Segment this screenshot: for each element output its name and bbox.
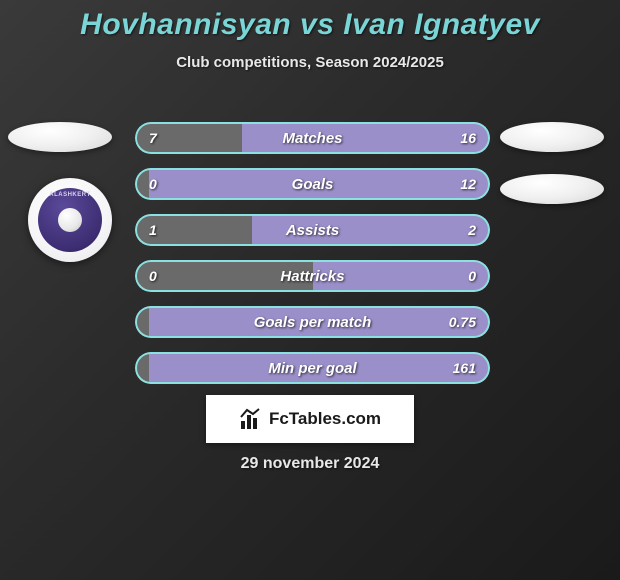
player-oval (500, 174, 604, 204)
stat-value-right: 16 (460, 122, 476, 154)
stat-value-right: 0 (468, 260, 476, 292)
branding-chart-icon (239, 407, 263, 431)
stat-label: Goals (135, 168, 490, 200)
club-badge: ALASHKERT (28, 178, 112, 262)
stat-value-right: 161 (453, 352, 476, 384)
stat-label: Hattricks (135, 260, 490, 292)
stats-container: 7Matches160Goals121Assists20Hattricks0Go… (135, 122, 490, 398)
stat-value-right: 12 (460, 168, 476, 200)
club-badge-text: ALASHKERT (49, 192, 91, 198)
stat-label: Min per goal (135, 352, 490, 384)
stat-row: 0Goals12 (135, 168, 490, 200)
page-title: Hovhannisyan vs Ivan Ignatyev (0, 0, 620, 42)
stat-row: 0Hattricks0 (135, 260, 490, 292)
branding-text: FcTables.com (269, 409, 381, 429)
club-badge-inner: ALASHKERT (38, 188, 102, 252)
subtitle: Club competitions, Season 2024/2025 (0, 54, 620, 71)
soccer-ball-icon (58, 208, 82, 232)
content-root: Hovhannisyan vs Ivan Ignatyev Club compe… (0, 0, 620, 580)
date-text: 29 november 2024 (0, 455, 620, 473)
stat-row: 7Matches16 (135, 122, 490, 154)
player-oval (8, 122, 112, 152)
stat-row: Goals per match0.75 (135, 306, 490, 338)
player-oval (500, 122, 604, 152)
stat-row: 1Assists2 (135, 214, 490, 246)
stat-label: Goals per match (135, 306, 490, 338)
stat-value-right: 2 (468, 214, 476, 246)
stat-value-right: 0.75 (449, 306, 476, 338)
stat-label: Assists (135, 214, 490, 246)
stat-row: Min per goal161 (135, 352, 490, 384)
stat-label: Matches (135, 122, 490, 154)
branding-box: FcTables.com (206, 395, 414, 443)
